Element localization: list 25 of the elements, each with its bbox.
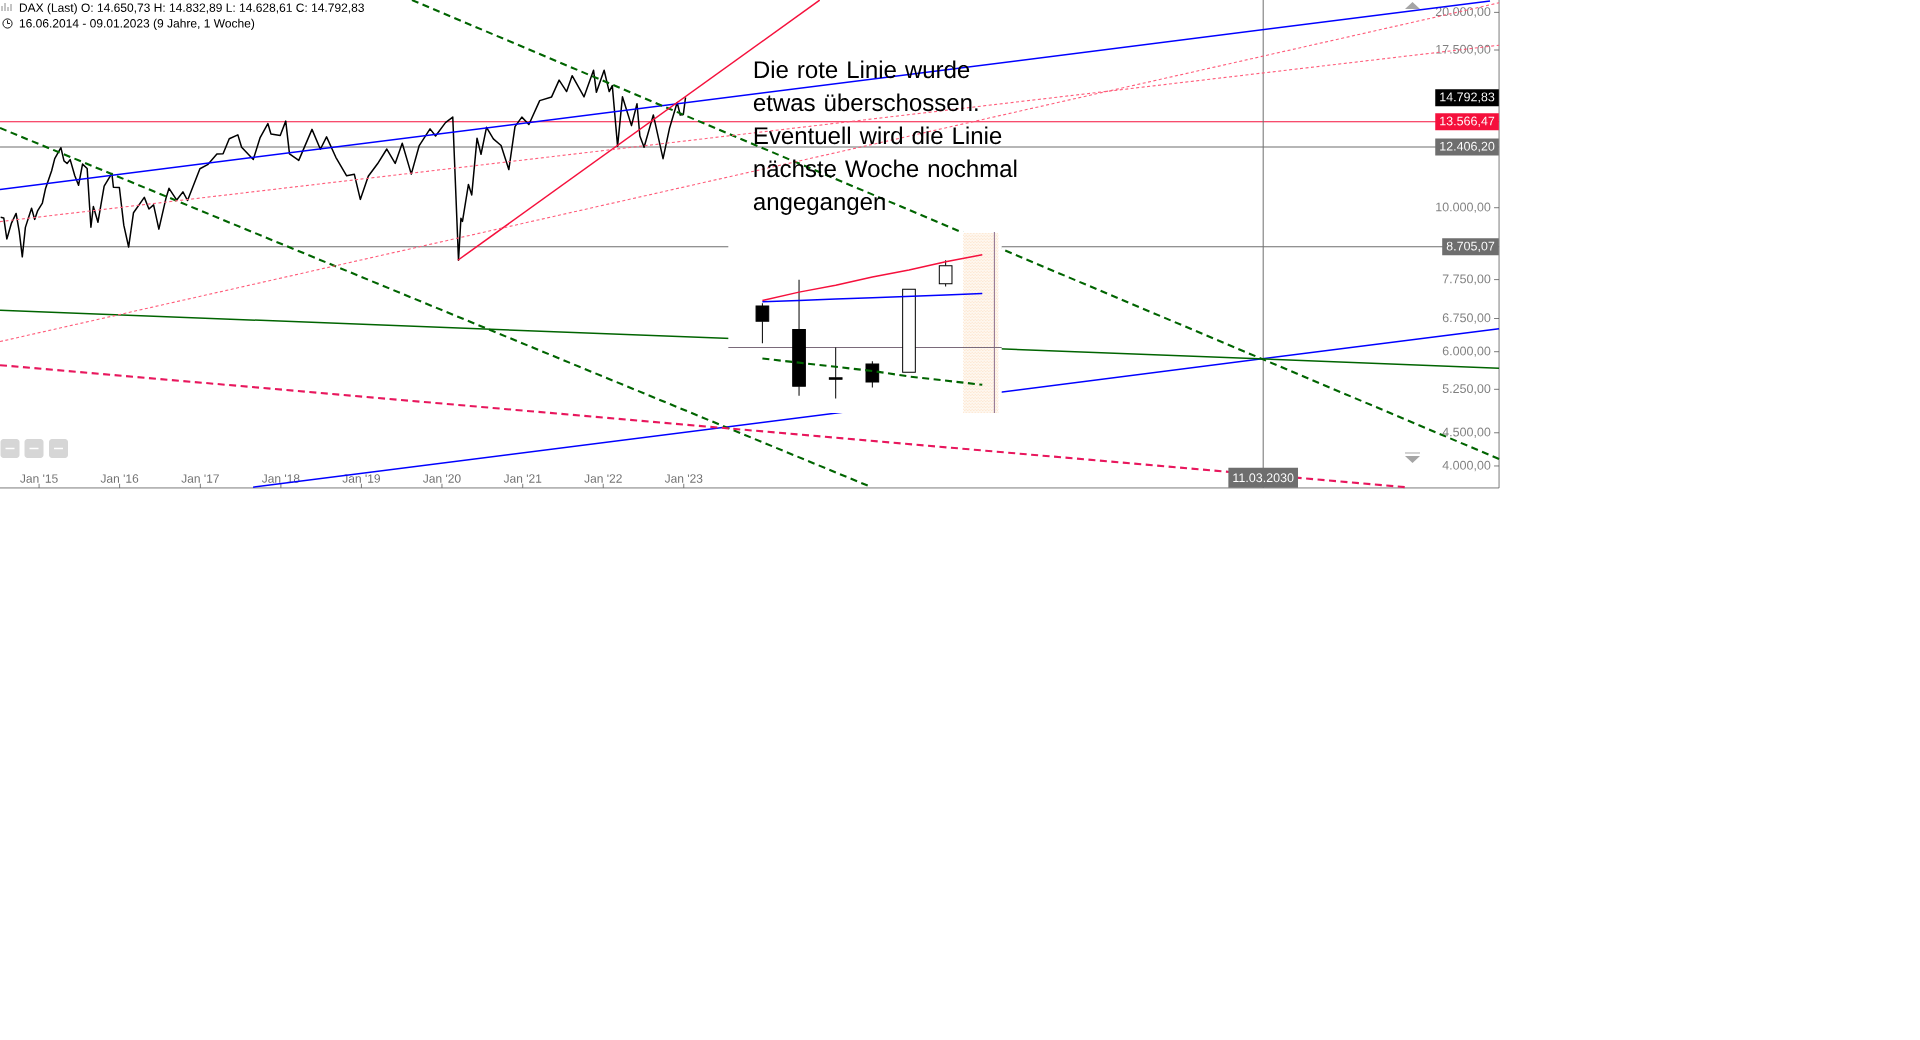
annotation: 14.792,83 — [1440, 92, 1495, 103]
x-tick-label: Jan '19 — [342, 474, 380, 483]
x-tick-label: Jan '23 — [664, 474, 703, 483]
x-tick-label: Jan '22 — [584, 474, 622, 483]
y-tick-label: 6.000,00 — [1442, 346, 1491, 357]
y-tick-label: 4.000,00 — [1442, 460, 1491, 472]
ref-line-label: 12.406,20 — [1440, 141, 1495, 153]
y-tick-label: 4.500,00 — [1442, 427, 1491, 438]
ref-line-label: 13.566,47 — [1440, 116, 1495, 127]
text: 16.06.2014 - 09.01.2023 (9 Jahre, 1 Woche) — [19, 18, 255, 30]
chart-title: DAX (Last) O: 14.650,73 H: 14.832,89 L: 14.628,61 C: 14.792,83 — [19, 3, 364, 15]
y-tick-label: 5.250,00 — [1442, 384, 1491, 395]
x-tick-label: Jan '15 — [20, 474, 58, 483]
y-tick-label: 7.750,00 — [1442, 274, 1491, 285]
ref-line-label: 8.705,07 — [1446, 241, 1495, 252]
y-tick-label: 6.750,00 — [1442, 313, 1491, 324]
x-tick-label: Jan '21 — [503, 474, 542, 483]
y-tick-label: 10.000,00 — [1436, 202, 1491, 213]
x-tick-label: Jan '20 — [422, 474, 461, 483]
line-series — [0, 69, 687, 261]
ref-line-label: 11.03.2030 — [1233, 473, 1294, 483]
candlestick — [828, 346, 843, 400]
candlestick — [792, 279, 806, 397]
x-tick-label: Jan '17 — [181, 474, 219, 483]
x-tick-label: Jan '16 — [100, 474, 139, 483]
